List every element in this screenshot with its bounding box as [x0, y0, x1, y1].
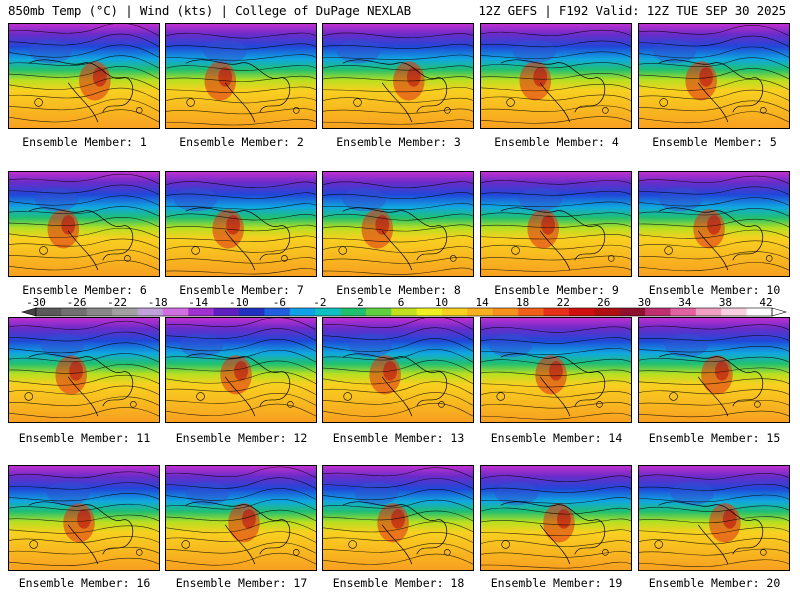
- colorbar-segment: [645, 308, 671, 316]
- colorbar-segment: [137, 308, 164, 316]
- ensemble-map-14: [480, 317, 632, 423]
- ensemble-member-label-2: Ensemble Member: 2: [179, 135, 304, 149]
- colorbar-tick-label: -10: [229, 296, 249, 309]
- colorbar-segment: [467, 308, 494, 316]
- ensemble-member-label-6: Ensemble Member: 6: [22, 283, 147, 297]
- ensemble-map-20: [638, 465, 790, 571]
- colorbar-high-arrow: [771, 307, 788, 317]
- ensemble-map-19: [480, 465, 632, 571]
- ensemble-map-11: [8, 317, 160, 423]
- colorbar-segment: [61, 308, 88, 316]
- ensemble-map-15: [638, 317, 790, 423]
- colorbar-segment: [695, 308, 722, 316]
- colorbar-tick-label: 42: [759, 296, 772, 309]
- colorbar-low-arrow: [20, 307, 37, 317]
- colorbar-tick-label: 2: [357, 296, 364, 309]
- ensemble-map-17: [165, 465, 317, 571]
- colorbar-segment: [188, 308, 215, 316]
- ensemble-member-label-3: Ensemble Member: 3: [336, 135, 461, 149]
- colorbar-tick-label: -18: [148, 296, 168, 309]
- ensemble-map-12: [165, 317, 317, 423]
- colorbar-tick-label: -2: [313, 296, 326, 309]
- colorbar-segment: [721, 308, 748, 316]
- ensemble-map-4: [480, 23, 632, 129]
- ensemble-map-1: [8, 23, 160, 129]
- ensemble-map-18: [322, 465, 474, 571]
- ensemble-member-label-5: Ensemble Member: 5: [652, 135, 777, 149]
- colorbar-segment: [746, 308, 773, 316]
- colorbar-segment: [340, 308, 367, 316]
- ensemble-member-label-13: Ensemble Member: 13: [332, 431, 465, 445]
- colorbar-tick-label: 30: [638, 296, 651, 309]
- colorbar-segment: [162, 308, 189, 316]
- colorbar-segment: [213, 308, 240, 316]
- colorbar-tick-label: 22: [557, 296, 570, 309]
- ensemble-member-label-7: Ensemble Member: 7: [179, 283, 304, 297]
- colorbar-segment: [518, 308, 544, 316]
- colorbar-segment: [391, 308, 418, 316]
- ensemble-member-label-15: Ensemble Member: 15: [648, 431, 781, 445]
- temperature-colorbar: -30 -26 -22 -18 -14 -10 -6 -2 2 6 10 14 18 22 26 30 34 38…: [20, 296, 788, 317]
- ensemble-member-label-17: Ensemble Member: 17: [175, 576, 308, 590]
- colorbar-segment: [112, 308, 138, 316]
- colorbar-segment: [365, 308, 392, 316]
- colorbar-tick-label: -14: [188, 296, 208, 309]
- colorbar-tick-label: 18: [516, 296, 529, 309]
- colorbar-tick-label: -22: [107, 296, 127, 309]
- colorbar-segment: [543, 308, 570, 316]
- ensemble-member-label-11: Ensemble Member: 11: [18, 431, 151, 445]
- ensemble-map-2: [165, 23, 317, 129]
- colorbar-tick-label: 38: [719, 296, 732, 309]
- ensemble-member-label-20: Ensemble Member: 20: [648, 576, 781, 590]
- ensemble-map-10: [638, 171, 790, 277]
- ensemble-map-5: [638, 23, 790, 129]
- colorbar-tick-label: 26: [597, 296, 610, 309]
- colorbar-segment: [86, 308, 113, 316]
- ensemble-map-6: [8, 171, 160, 277]
- model-run-valid-time: 12Z GEFS | F192 Valid: 12Z TUE SEP 30 20…: [478, 3, 786, 18]
- colorbar-segment: [239, 308, 265, 316]
- ensemble-member-label-14: Ensemble Member: 14: [490, 431, 623, 445]
- ensemble-member-label-12: Ensemble Member: 12: [175, 431, 308, 445]
- colorbar-segment: [619, 308, 646, 316]
- colorbar-segment: [594, 308, 621, 316]
- ensemble-member-label-1: Ensemble Member: 1: [22, 135, 147, 149]
- ensemble-member-label-8: Ensemble Member: 8: [336, 283, 461, 297]
- ensemble-map-16: [8, 465, 160, 571]
- ensemble-map-9: [480, 171, 632, 277]
- ensemble-member-label-16: Ensemble Member: 16: [18, 576, 151, 590]
- colorbar-segment: [36, 308, 62, 316]
- colorbar-tick-label: 34: [678, 296, 692, 309]
- colorbar-tick-label: -6: [273, 296, 286, 309]
- colorbar-tick-label: 14: [475, 296, 489, 309]
- ensemble-member-label-19: Ensemble Member: 19: [490, 576, 623, 590]
- ensemble-map-7: [165, 171, 317, 277]
- colorbar-segment: [416, 308, 443, 316]
- colorbar-segment: [670, 308, 697, 316]
- colorbar-outline: [35, 307, 773, 317]
- colorbar-segment: [492, 308, 519, 316]
- colorbar-tick-label: 6: [398, 296, 405, 309]
- colorbar-segment: [568, 308, 595, 316]
- ensemble-member-label-4: Ensemble Member: 4: [494, 135, 619, 149]
- colorbar-tick-label: -26: [67, 296, 87, 309]
- ensemble-member-label-18: Ensemble Member: 18: [332, 576, 465, 590]
- ensemble-member-label-10: Ensemble Member: 10: [648, 283, 781, 297]
- ensemble-map-13: [322, 317, 474, 423]
- colorbar-tick-label: -30: [26, 296, 46, 309]
- ensemble-map-3: [322, 23, 474, 129]
- ensemble-map-8: [322, 171, 474, 277]
- colorbar-segment: [289, 308, 316, 316]
- colorbar-segment: [315, 308, 341, 316]
- ensemble-member-label-9: Ensemble Member: 9: [494, 283, 619, 297]
- map-title: 850mb Temp (°C) | Wind (kts) | College o…: [8, 3, 411, 18]
- colorbar-segment: [264, 308, 291, 316]
- colorbar-tick-label: 10: [435, 296, 448, 309]
- colorbar-segment: [442, 308, 468, 316]
